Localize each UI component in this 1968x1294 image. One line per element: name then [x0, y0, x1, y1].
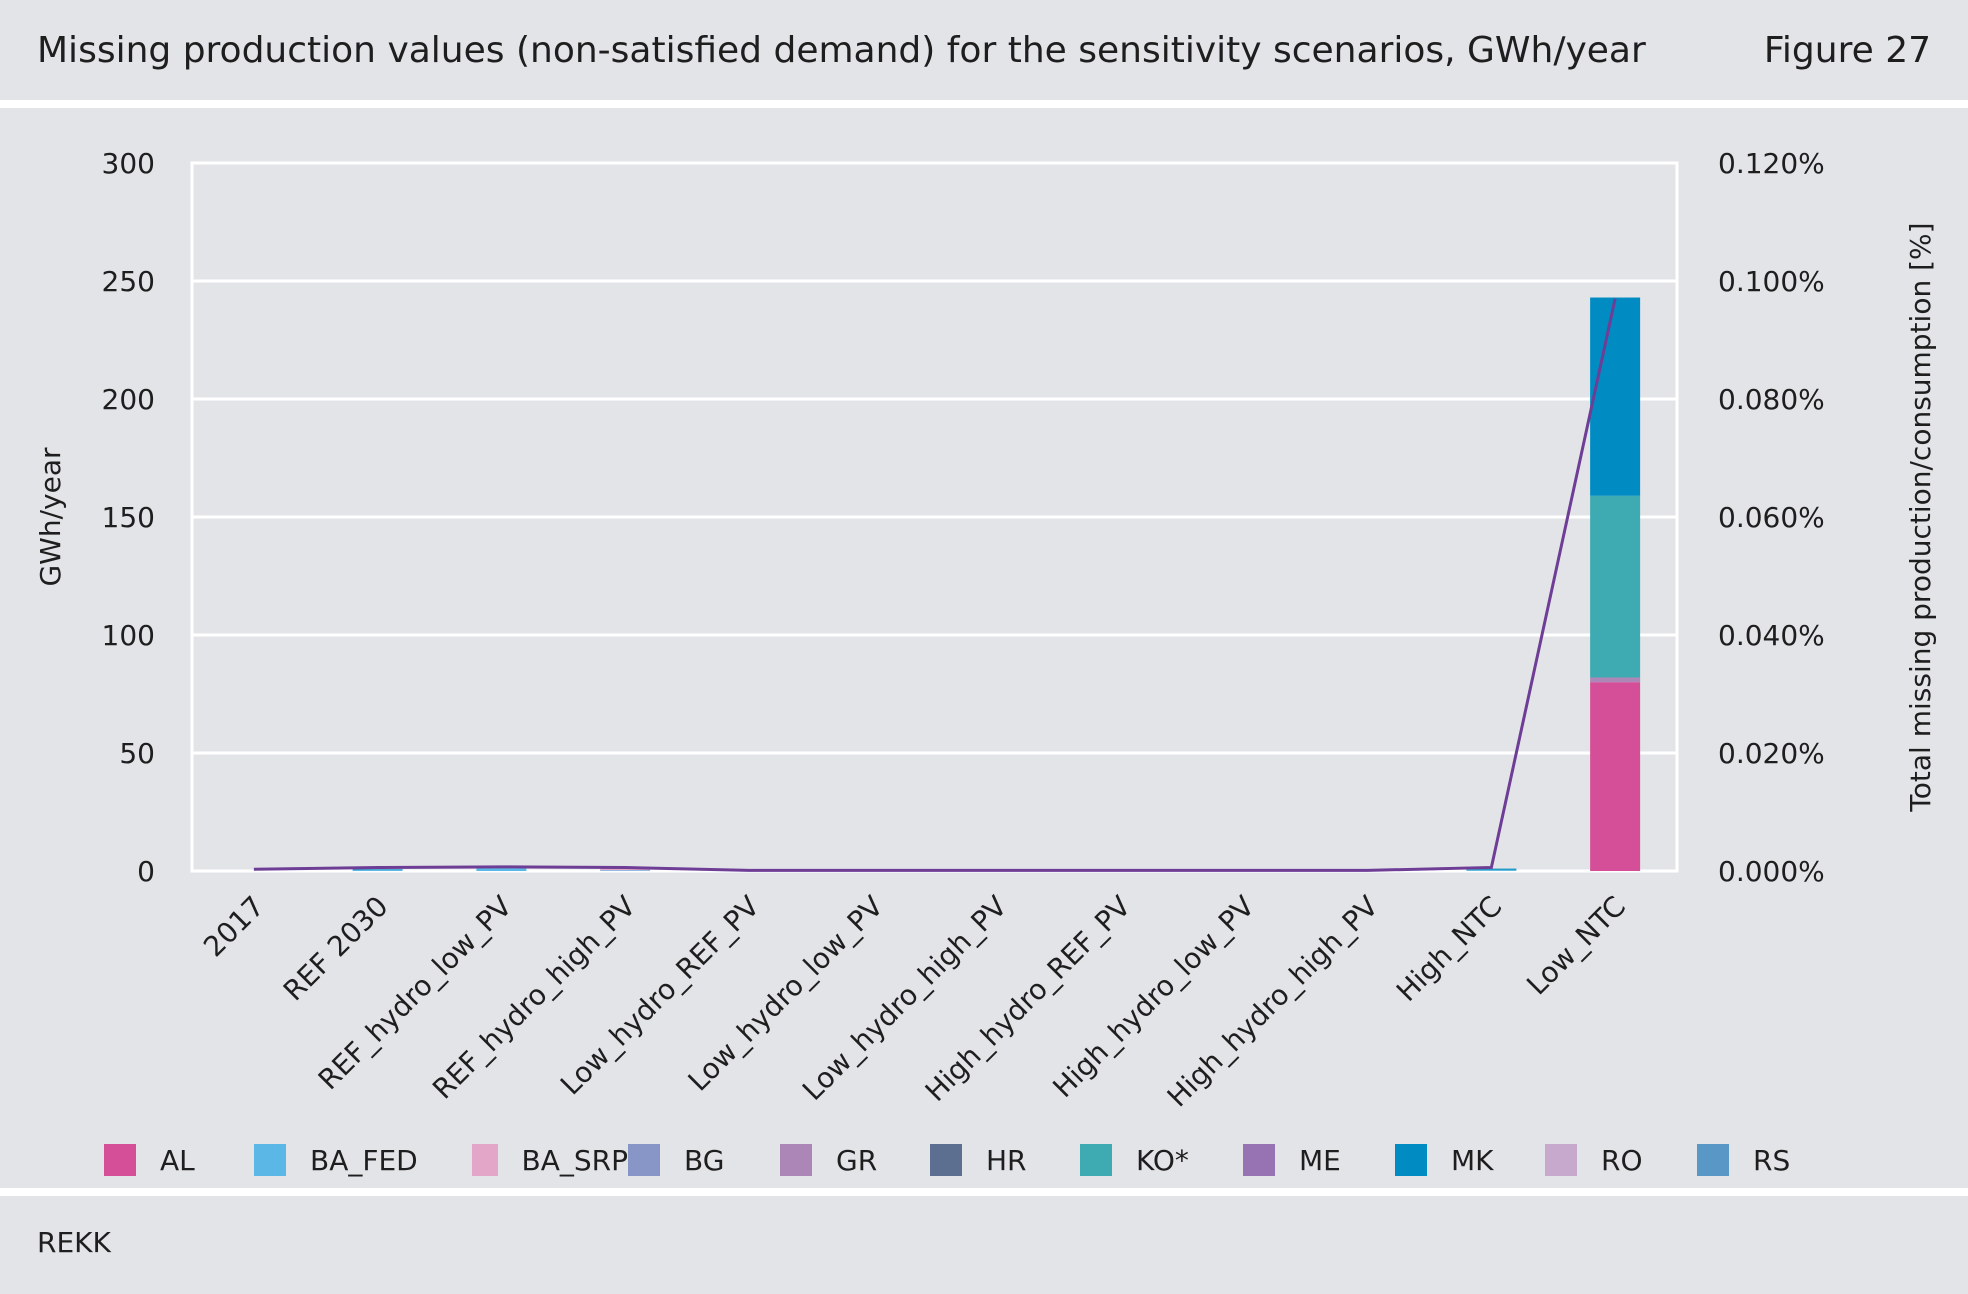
y2-tick-label: 0.020%	[1718, 737, 1825, 770]
bar-segment	[352, 869, 403, 871]
bar-segment	[600, 868, 651, 871]
y2-tick-label: 0.000%	[1718, 855, 1825, 888]
legend-label: BA_FED	[310, 1143, 418, 1177]
legend-label: GR	[836, 1143, 878, 1177]
legend-label: RO	[1601, 1143, 1643, 1177]
y2-tick-label: 0.100%	[1718, 265, 1825, 298]
stacked-bar-chart: 0 0.000% 50 0.020% 100 0.040% 150 0.060% 200 0.08…	[34, 147, 1937, 1114]
y2-axis-title: Total missing production/consumption [%]	[1904, 222, 1937, 812]
legend-label: BA_SRP	[521, 1143, 628, 1177]
bar-segment	[1590, 495, 1641, 678]
figure-number: Figure 27	[1763, 30, 1931, 71]
x-tick-label: 2017	[197, 890, 271, 964]
x-tick-label: High_hydro_REF_PV	[919, 890, 1137, 1108]
bar-segment	[1590, 682, 1641, 871]
figure-title: Missing production values (non-satisfied…	[37, 30, 1646, 71]
y-tick-label: 0	[137, 855, 155, 888]
y-tick-label: 250	[102, 265, 155, 298]
legend-swatch	[104, 1144, 136, 1176]
x-tick-label: High_hydro_high_PV	[1161, 890, 1385, 1114]
y-tick-label: 100	[102, 619, 155, 652]
legend-item: KO*	[1080, 1144, 1243, 1177]
legend-item: ME	[1243, 1144, 1395, 1177]
legend-item: BA_FED	[254, 1144, 472, 1177]
y-axis-title: GWh/year	[34, 447, 67, 587]
legend-swatch	[472, 1144, 498, 1176]
figure-footer: REKK	[0, 1196, 1968, 1294]
y2-tick-label: 0.080%	[1718, 383, 1825, 416]
legend-swatch	[1697, 1144, 1729, 1176]
x-tick-label: High_NTC	[1390, 890, 1508, 1008]
legend-label: BG	[684, 1143, 725, 1177]
legend-swatch	[1080, 1144, 1112, 1176]
bar-segment	[600, 870, 651, 871]
y-tick-label: 50	[119, 737, 155, 770]
legend-label: HR	[986, 1143, 1027, 1177]
figure-header: Missing production values (non-satisfied…	[0, 0, 1968, 100]
legend-item: HR	[930, 1144, 1080, 1177]
legend-item: RO	[1545, 1144, 1697, 1177]
legend-swatch	[1243, 1144, 1275, 1176]
header-divider	[0, 100, 1968, 108]
legend-swatch	[780, 1144, 812, 1176]
y-tick-label: 300	[102, 147, 155, 180]
bar-segment	[1590, 297, 1641, 496]
legend-label: AL	[160, 1143, 195, 1177]
footer-divider	[0, 1188, 1968, 1196]
legend-swatch	[1545, 1144, 1577, 1176]
legend-item: BA_SRP	[472, 1144, 628, 1177]
y2-tick-label: 0.060%	[1718, 501, 1825, 534]
legend-swatch	[1395, 1144, 1427, 1176]
legend-label: RS	[1753, 1143, 1791, 1177]
legend-label: ME	[1299, 1143, 1341, 1177]
x-tick-label: Low_NTC	[1520, 890, 1632, 1002]
x-tick-label: REF 2030	[277, 890, 395, 1008]
legend-item: MK	[1395, 1144, 1545, 1177]
bar-segment	[1466, 870, 1517, 871]
legend-swatch	[254, 1144, 286, 1176]
share-line	[253, 298, 1617, 872]
legend-item: RS	[1697, 1144, 1817, 1177]
x-tick-label: REF_hydro_high_PV	[426, 890, 642, 1106]
x-tick-label: High_hydro_low_PV	[1046, 890, 1260, 1104]
bar-segment	[1590, 677, 1641, 683]
legend-label: MK	[1451, 1143, 1494, 1177]
legend-swatch	[628, 1144, 660, 1176]
x-tick-label: Low_hydro_high_PV	[796, 890, 1013, 1107]
bar-segment	[476, 868, 527, 871]
source-label: REKK	[37, 1226, 111, 1259]
legend-item: AL	[104, 1144, 254, 1177]
legend-item: GR	[780, 1144, 930, 1177]
chart-legend: AL BA_FED BA_SRP BG GR HR KO* ME MK RO RS	[104, 1140, 1817, 1180]
bar-segment	[1466, 868, 1517, 870]
bar-segment	[352, 870, 403, 871]
y-tick-label: 200	[102, 383, 155, 416]
y-tick-label: 150	[102, 501, 155, 534]
legend-swatch	[930, 1144, 962, 1176]
y2-tick-label: 0.120%	[1718, 147, 1825, 180]
legend-item: BG	[628, 1144, 780, 1177]
y2-tick-label: 0.040%	[1718, 619, 1825, 652]
legend-label: KO*	[1136, 1143, 1189, 1177]
